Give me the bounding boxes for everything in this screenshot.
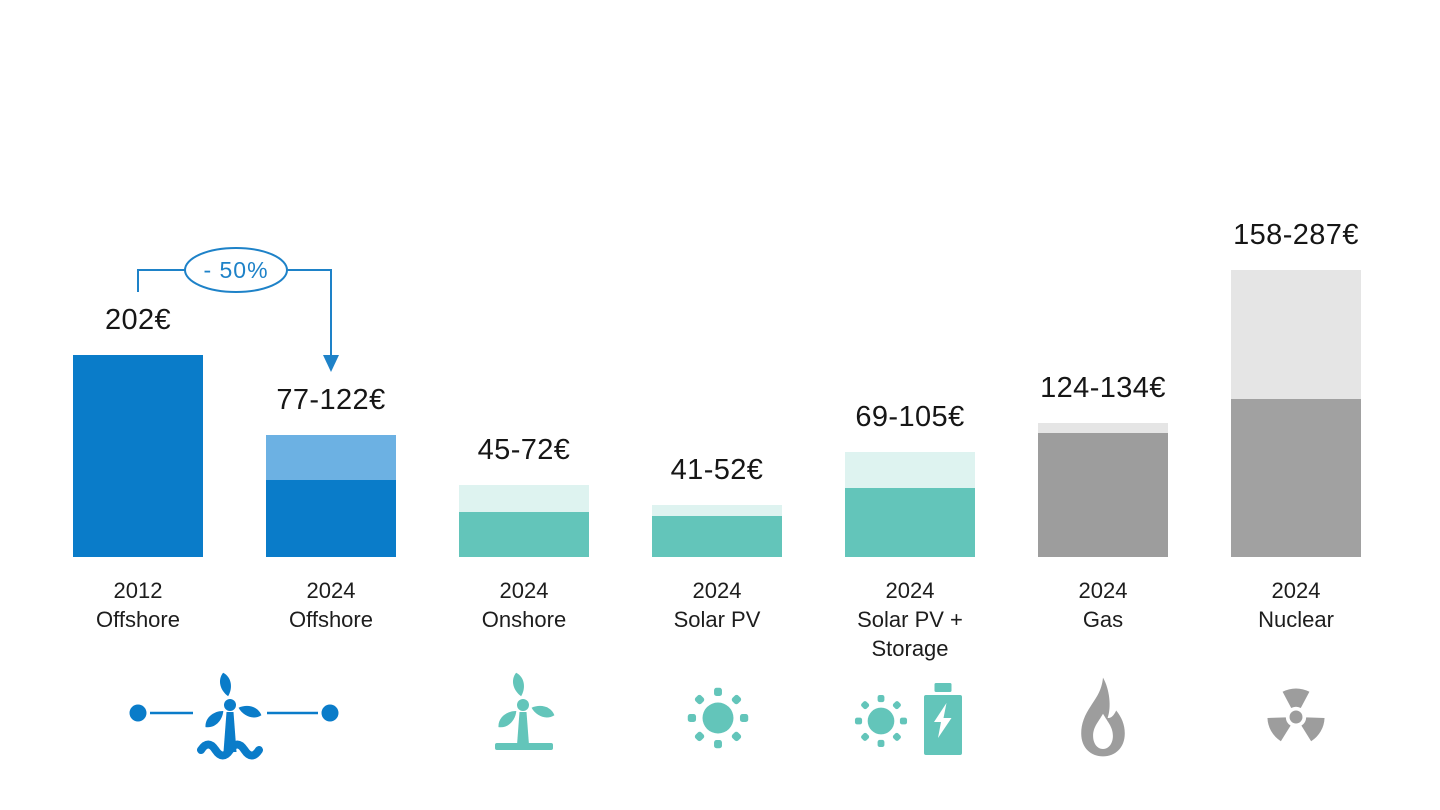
category-label: 2024 Onshore (481, 578, 567, 632)
bar-segment-main (1231, 399, 1361, 557)
category-label: 2024 Solar PV + Storage (857, 578, 963, 661)
category-label: 2024 Solar PV (673, 578, 761, 632)
value-label: 124-134€ (1040, 372, 1166, 404)
solar-pv-icon (687, 687, 749, 749)
bar-segment-main (266, 480, 396, 557)
waves (197, 740, 263, 760)
bar-segment-main (459, 512, 589, 557)
annotation-bracket-left (137, 269, 189, 292)
lightning-bolt (934, 703, 952, 738)
value-label: 69-105€ (855, 401, 965, 433)
value-label: 45-72€ (477, 434, 571, 466)
category-label: 2024 Offshore (289, 578, 373, 632)
category-label: 2024 Nuclear (1258, 578, 1334, 632)
offshore-turbine (197, 672, 263, 760)
bar-segment-range (1038, 423, 1168, 433)
battery-icon (924, 683, 962, 755)
value-label: 77-122€ (276, 384, 386, 416)
value-label: 202€ (104, 304, 172, 336)
offshore-wind-icon (129, 672, 339, 760)
bar-segment-main (73, 355, 203, 557)
annotation-bubble (184, 247, 288, 293)
category-label: 2024 Gas (1078, 578, 1128, 632)
annotation-label: - 50% (203, 257, 268, 283)
bar-segment-range (459, 485, 589, 512)
connector-dot-left (129, 704, 147, 722)
value-label: 158-287€ (1233, 219, 1359, 251)
bar-segment-range (266, 435, 396, 480)
connector-dot-right (321, 704, 339, 722)
value-label: 41-52€ (670, 454, 764, 486)
flame-droplet (1093, 713, 1113, 749)
annotation-arrow-line (284, 269, 332, 356)
bar-segment-main (845, 488, 975, 557)
bar-segment-range (845, 452, 975, 488)
ground-line (495, 743, 553, 750)
onshore-wind-icon (495, 672, 555, 750)
category-label: 2012 Offshore (96, 578, 180, 632)
bar-segment-range (652, 505, 782, 516)
solar-pv-storage-icon (854, 694, 908, 748)
bar-segment-range (1231, 270, 1361, 399)
annotation-arrowhead (323, 355, 339, 372)
gas-flame-icon (1081, 677, 1125, 757)
nuclear-icon (1267, 688, 1325, 742)
bar-segment-main (652, 516, 782, 557)
bar-segment-main (1038, 433, 1168, 557)
